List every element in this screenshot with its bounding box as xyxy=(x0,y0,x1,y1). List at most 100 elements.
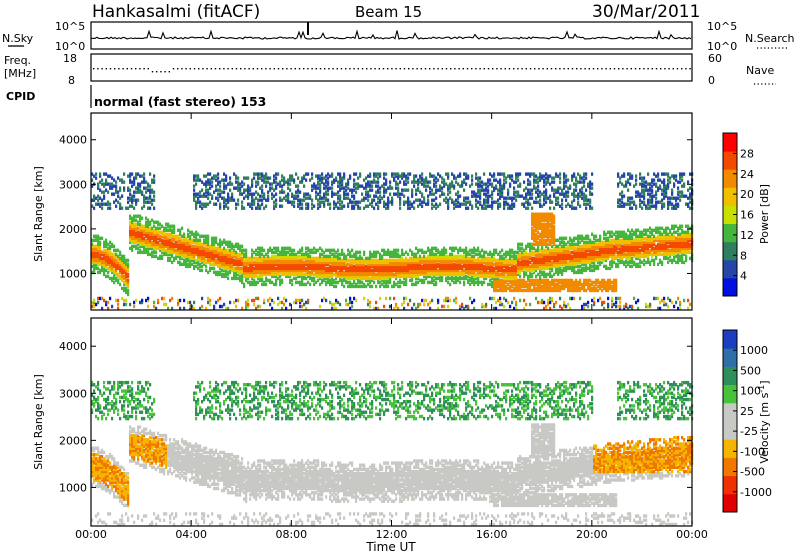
heatmap-cell xyxy=(299,180,302,184)
heatmap-cell xyxy=(517,242,520,247)
heatmap-cell xyxy=(305,250,308,255)
heatmap-cell xyxy=(405,178,408,182)
heatmap-cell xyxy=(343,194,346,198)
heatmap-cell xyxy=(449,264,452,269)
heatmap-cell xyxy=(353,182,356,186)
heatmap-cell xyxy=(215,258,218,263)
heatmap-cell xyxy=(339,174,342,178)
heatmap-cell xyxy=(301,202,304,206)
heatmap-cell xyxy=(131,184,134,188)
heatmap-cell xyxy=(229,182,232,186)
heatmap-cell xyxy=(423,250,426,255)
heatmap-cell xyxy=(491,192,494,196)
heatmap-cell xyxy=(355,282,358,287)
heatmap-cell xyxy=(437,258,440,263)
heatmap-cell xyxy=(405,200,408,204)
heatmap-cell xyxy=(279,198,282,202)
heatmap-cell xyxy=(457,254,460,259)
heatmap-cell xyxy=(445,254,448,259)
heatmap-cell xyxy=(475,266,478,271)
heatmap-cell xyxy=(309,276,312,281)
heatmap-cell xyxy=(299,260,302,265)
heatmap-cell xyxy=(165,242,168,247)
heatmap-cell xyxy=(515,300,518,305)
heatmap-cell xyxy=(131,246,134,251)
heatmap-cell xyxy=(319,176,322,180)
heatmap-cell xyxy=(289,248,292,253)
heatmap-cell xyxy=(91,242,94,247)
heatmap-cell xyxy=(483,304,486,309)
heatmap-cell xyxy=(125,286,128,291)
heatmap-cell xyxy=(509,304,512,309)
freq-dot xyxy=(336,68,338,70)
heatmap-cell xyxy=(407,274,410,279)
heatmap-cell xyxy=(227,258,230,263)
heatmap-cell xyxy=(405,296,408,301)
heatmap-cell xyxy=(391,284,394,289)
heatmap-cell xyxy=(261,190,264,194)
heatmap-cell xyxy=(353,266,356,271)
heatmap-cell xyxy=(97,236,100,241)
heatmap-cell xyxy=(251,264,254,269)
heatmap-cell xyxy=(97,262,100,267)
heatmap-cell xyxy=(91,304,94,309)
heatmap-cell xyxy=(451,248,454,253)
heatmap-cell xyxy=(333,266,336,271)
heatmap-cell xyxy=(253,298,256,303)
heatmap-cell xyxy=(433,174,436,178)
heatmap-cell xyxy=(309,274,312,279)
heatmap-cell xyxy=(309,264,312,269)
heatmap-cell xyxy=(403,194,406,198)
heatmap-cell xyxy=(167,258,170,263)
heatmap-cell xyxy=(383,278,386,283)
heatmap-cell xyxy=(473,250,476,255)
heatmap-cell xyxy=(505,200,508,204)
heatmap-cell xyxy=(125,278,128,283)
heatmap-cell xyxy=(319,276,322,281)
heatmap-cell xyxy=(505,288,508,293)
heatmap-cell xyxy=(131,194,134,198)
heatmap-cell xyxy=(389,304,392,309)
freq-dot xyxy=(294,68,296,70)
heatmap-cell xyxy=(371,264,374,269)
freq-dot xyxy=(235,68,238,70)
heatmap-cell xyxy=(317,268,320,273)
heatmap-cell xyxy=(423,302,426,307)
heatmap-cell xyxy=(337,180,340,184)
heatmap-cell xyxy=(409,298,412,303)
heatmap-cell xyxy=(417,272,420,277)
heatmap-cell xyxy=(281,306,284,311)
heatmap-cell xyxy=(115,190,118,194)
heatmap-cell xyxy=(301,260,304,265)
heatmap-cell xyxy=(279,180,282,184)
heatmap-cell xyxy=(157,246,160,251)
nsearch-tick-bottom: 10^0 xyxy=(707,40,737,53)
heatmap-cell xyxy=(413,262,416,267)
heatmap-cell xyxy=(103,172,106,176)
heatmap-cell xyxy=(247,190,250,194)
heatmap-cell xyxy=(451,274,454,279)
heatmap-cell xyxy=(91,204,94,208)
heatmap-cell xyxy=(347,258,350,263)
heatmap-cell xyxy=(253,198,256,202)
heatmap-cell xyxy=(117,248,120,253)
heatmap-cell xyxy=(153,244,156,249)
heatmap-cell xyxy=(531,266,534,271)
heatmap-cell xyxy=(381,282,384,287)
heatmap-cell xyxy=(221,240,224,245)
heatmap-cell xyxy=(423,262,426,267)
freq-dot xyxy=(534,68,536,70)
heatmap-cell xyxy=(499,302,502,307)
heatmap-cell xyxy=(301,258,304,263)
heatmap-cell xyxy=(103,248,106,253)
heatmap-cell xyxy=(291,202,294,206)
freq-dot xyxy=(681,68,683,70)
heatmap-cell xyxy=(447,176,450,180)
heatmap-cell xyxy=(369,280,372,285)
freq-dot xyxy=(286,68,288,70)
freq-tick-bottom: 8 xyxy=(68,74,75,87)
heatmap-cell xyxy=(405,182,408,186)
heatmap-cell xyxy=(335,256,338,261)
heatmap-cell xyxy=(497,276,500,281)
heatmap-cell xyxy=(139,216,142,220)
